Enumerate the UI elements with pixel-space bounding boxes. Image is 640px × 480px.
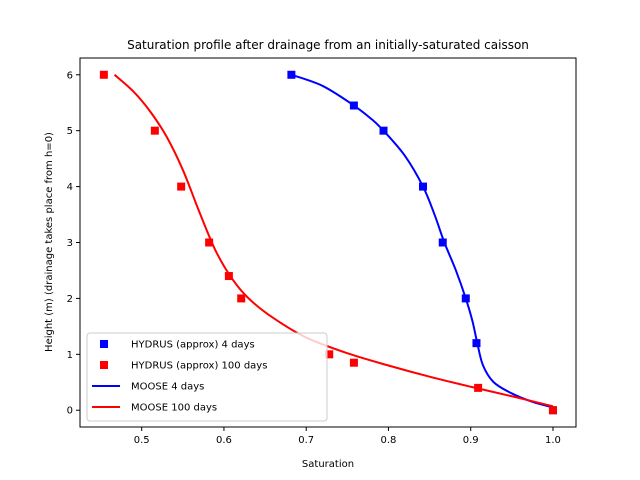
data-point-marker [224,272,233,281]
data-point-marker [237,294,246,303]
x-tick-label: 1.0 [545,435,561,446]
data-point-marker [150,126,159,135]
legend-marker-swatch [100,361,108,369]
y-tick-label: 1 [67,350,73,361]
y-tick-label: 5 [67,126,73,137]
data-point-marker [548,406,557,415]
y-axis-label: Height (m) (drainage takes place from h=… [44,132,55,352]
data-point-marker [474,383,483,392]
legend: HYDRUS (approx) 4 days HYDRUS (approx) 10… [86,332,328,422]
data-point-marker [472,339,481,348]
series-line [113,74,554,408]
data-point-marker [349,101,358,110]
data-point-marker [205,238,214,247]
y-tick-label: 2 [67,294,73,305]
y-tick-label: 4 [67,182,73,193]
legend-label: MOOSE 4 days [131,382,204,393]
chart-title: Saturation profile after drainage from a… [127,38,529,52]
data-point-marker [177,182,186,191]
data-point-marker [461,294,470,303]
x-tick-label: 0.8 [381,435,397,446]
y-tick-label: 3 [67,238,73,249]
data-point-marker [379,126,388,135]
legend-label: MOOSE 100 days [131,403,217,414]
y-tick-label: 6 [67,70,73,81]
data-point-marker [419,182,428,191]
x-tick-label: 0.5 [134,435,150,446]
plot-area [99,70,557,415]
data-point-marker [325,350,334,359]
series-line [291,73,554,409]
x-tick-label: 0.7 [298,435,314,446]
data-point-marker [99,70,108,79]
legend-label: HYDRUS (approx) 100 days [131,361,267,372]
data-point-marker [287,70,296,79]
legend-label: HYDRUS (approx) 4 days [131,340,255,351]
x-tick-label: 0.6 [216,435,232,446]
y-tick-label: 0 [67,406,73,417]
axis-ticks: 0.5 0.6 0.7 0.8 0.9 1.0 0 1 2 3 4 5 6 [67,70,561,446]
x-axis-label: Saturation [302,459,354,470]
data-point-marker [349,358,358,367]
x-tick-label: 0.9 [463,435,479,446]
legend-box [86,332,328,422]
data-point-marker [438,238,447,247]
legend-marker-swatch [100,340,108,348]
